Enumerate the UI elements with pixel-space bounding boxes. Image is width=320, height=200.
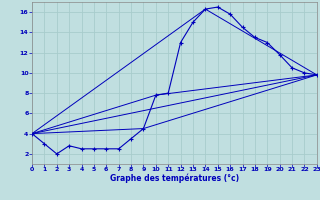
X-axis label: Graphe des températures (°c): Graphe des températures (°c): [110, 174, 239, 183]
